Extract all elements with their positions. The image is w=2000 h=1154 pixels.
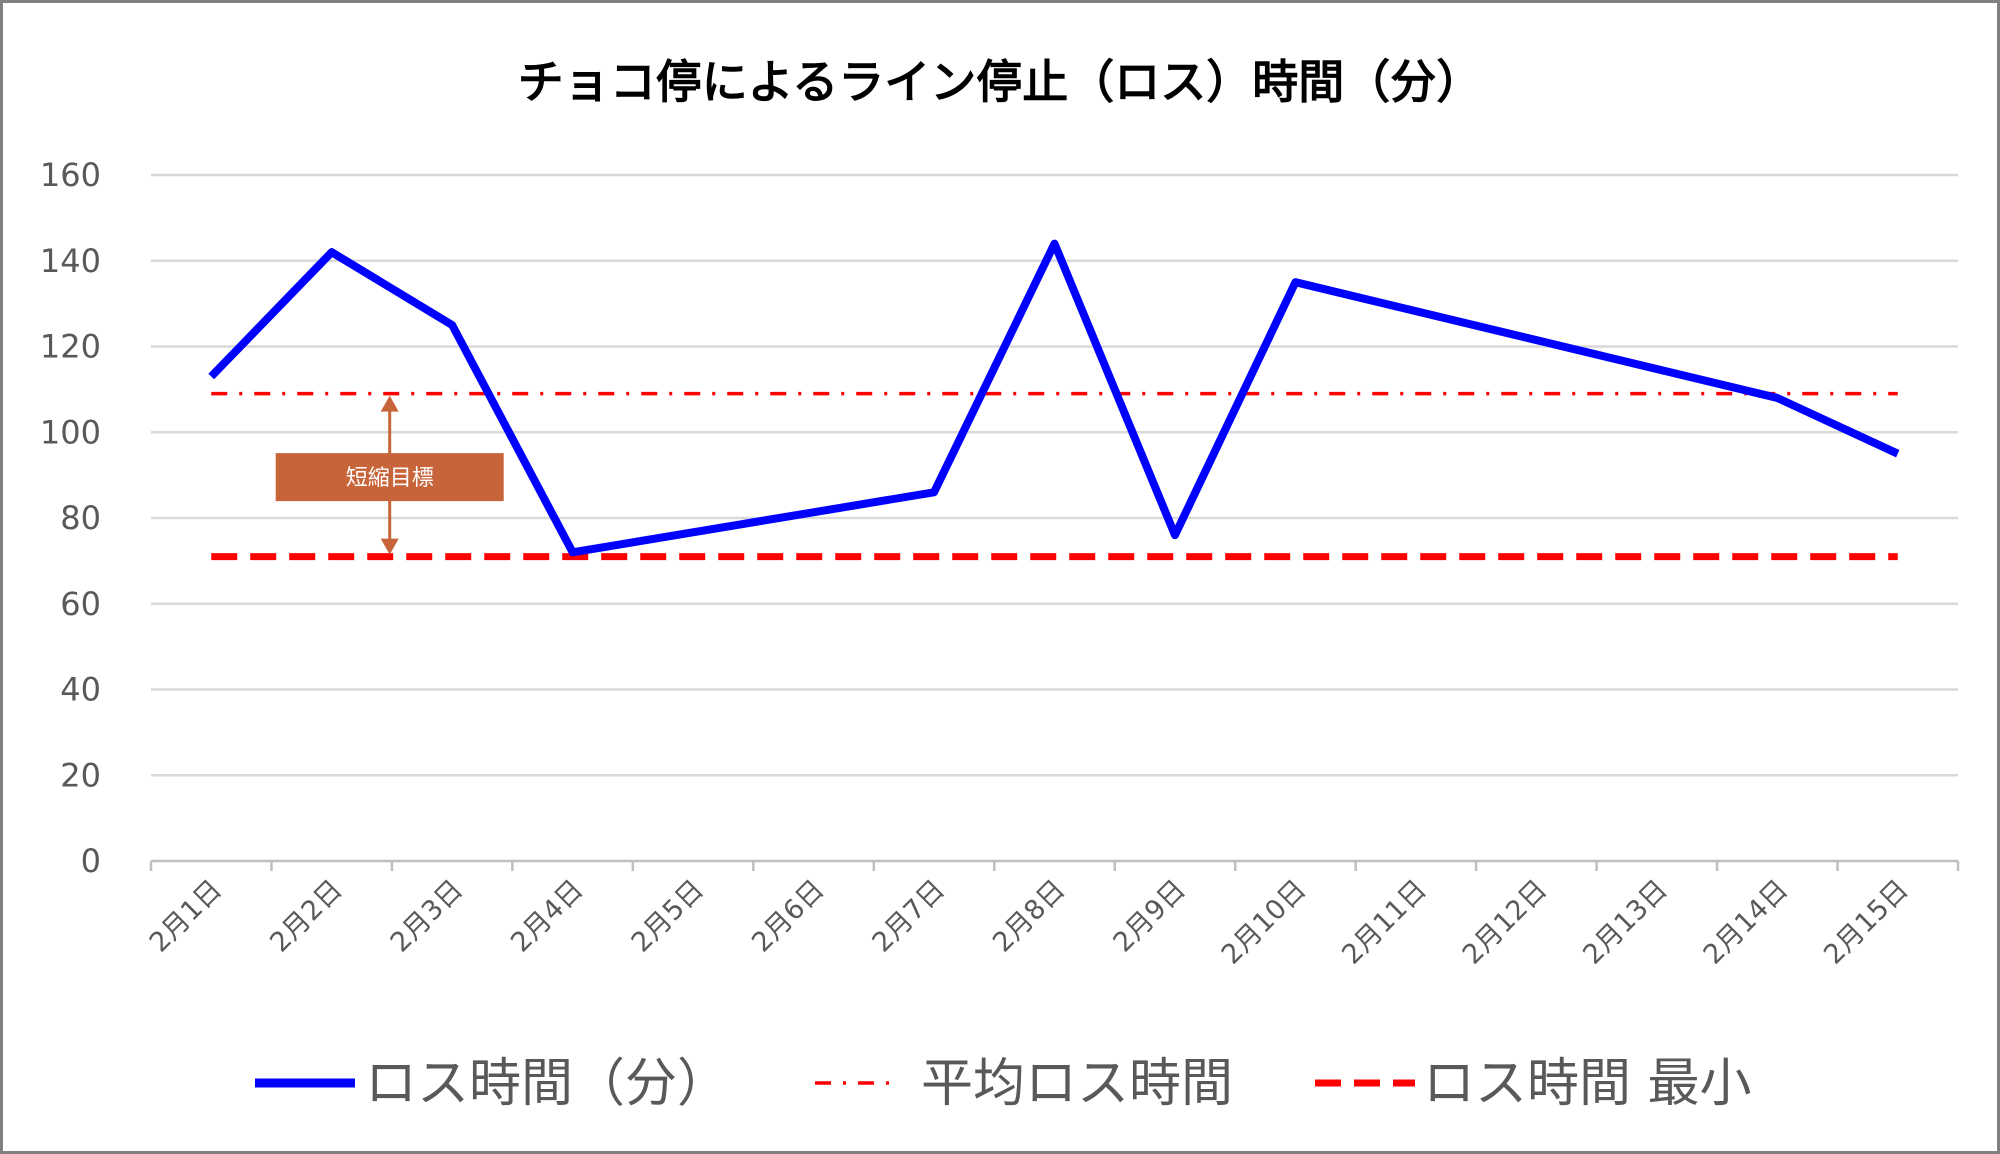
legend-label-2: ロス時間 最小 [1423,1054,1752,1114]
loss-time-chart: チョコ停によるライン停止（ロス）時間（分） 0 20 40 60 80 100 120 140… [40,55,1960,1114]
grid-lines [151,173,1958,777]
legend-label-1: 平均ロス時間 [921,1054,1233,1114]
x-tick-label: 2月2日 [264,874,348,958]
reduction-target-annotation: 短縮目標 [275,395,504,555]
series-line-0 [208,239,1900,557]
x-tick-label: 2月7日 [867,874,951,958]
x-tick-label: 2月11日 [1336,874,1433,971]
x-tick-label: 2月9日 [1108,874,1192,958]
x-tick-label: 2月13日 [1577,874,1674,971]
annotation-arrowhead-bottom [380,538,399,555]
annotation-arrowhead-top [380,395,399,412]
y-tick-label: 100 [40,413,101,451]
x-tick-label: 2月4日 [505,874,589,958]
legend: ロス時間（分） 平均ロス時間 ロス時間 最小 [255,1054,1752,1114]
annotation-label: 短縮目標 [346,466,434,491]
legend-label-0: ロス時間（分） [365,1054,729,1114]
y-tick-label: 60 [60,585,101,623]
annotation-box [275,453,504,502]
y-tick-label: 80 [60,499,101,537]
chart-title: チョコ停によるライン停止（ロス）時間（分） [518,55,1483,109]
x-axis [149,859,1960,871]
x-tick-label: 2月12日 [1457,874,1554,971]
y-tick-label: 40 [60,671,101,709]
x-tick-label: 2月10日 [1216,874,1313,971]
x-tick-label: 2月8日 [987,874,1071,958]
x-tick-label: 2月14日 [1698,874,1795,971]
series-lines [208,239,1900,561]
y-tick-label: 140 [40,242,101,280]
y-tick-label: 20 [60,756,101,794]
x-tick-label: 2月1日 [144,874,228,958]
x-axis-ticks: 2月1日 2月2日 2月3日 2月4日 2月5日 2月6日 2月7日 2月8日 2月9日 2月10… [144,874,1915,971]
x-tick-label: 2月5日 [626,874,710,958]
y-tick-label: 0 [81,842,101,880]
y-tick-label: 160 [40,156,101,194]
y-axis-ticks: 0 20 40 60 80 100 120 140 160 [40,156,101,880]
y-tick-label: 120 [40,328,101,366]
x-tick-label: 2月6日 [746,874,830,958]
x-tick-label: 2月3日 [385,874,469,958]
x-tick-label: 2月15日 [1818,874,1915,971]
